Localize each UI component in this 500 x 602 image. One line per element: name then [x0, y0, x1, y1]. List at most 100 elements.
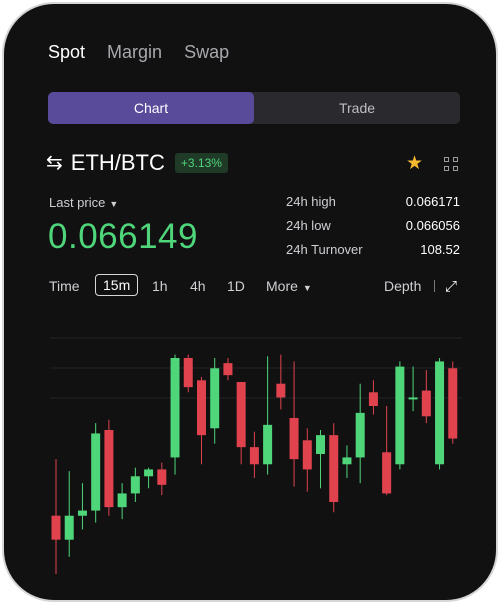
candle: [355, 383, 365, 484]
candle-body: [249, 447, 259, 465]
candle-body: [196, 380, 206, 436]
candle: [183, 354, 193, 393]
candle-body: [355, 412, 365, 458]
candle-body: [263, 424, 273, 465]
candle: [448, 361, 458, 444]
chart-toggle-button[interactable]: Chart: [48, 92, 254, 124]
stat-value: 0.066056: [405, 218, 460, 233]
candle-body: [302, 440, 312, 470]
star-icon[interactable]: ★: [406, 153, 424, 174]
tab-swap[interactable]: Swap: [184, 42, 230, 62]
candle: [91, 423, 101, 523]
candle: [395, 361, 405, 470]
candle: [276, 354, 286, 410]
candle-body: [289, 418, 299, 460]
stat-value: 0.066171: [405, 194, 460, 209]
candle: [263, 356, 273, 475]
caret-down-icon: ▼: [302, 283, 312, 293]
expand-icon[interactable]: ⤢: [445, 278, 458, 295]
candle: [210, 358, 220, 444]
trading-screen: Spot Margin Swap Chart Trade ⇆ ETH/BTC +…: [4, 4, 496, 600]
more-dropdown[interactable]: More ▼: [266, 278, 312, 294]
stat-label: 24h high: [286, 194, 336, 209]
candle-body: [435, 361, 445, 465]
candle-body: [51, 515, 61, 540]
candle-body: [223, 363, 233, 376]
stat-row: 24h high 0.066171: [286, 194, 460, 218]
timeframe-1h[interactable]: 1h: [152, 278, 168, 294]
timeframe-bar: Time 15m 1h 4h 1D More ▼ Depth ⤢: [49, 274, 464, 298]
candle: [64, 471, 74, 557]
candle: [196, 376, 206, 465]
stat-label: 24h Turnover: [286, 242, 363, 257]
candle-body: [368, 392, 378, 406]
last-price-value: 0.066149: [48, 217, 198, 256]
candle: [130, 467, 140, 502]
trade-toggle-button[interactable]: Trade: [338, 100, 376, 116]
last-price-dropdown[interactable]: Last price ▼: [49, 195, 118, 210]
candle-body: [77, 510, 87, 516]
stat-row: 24h low 0.066056: [286, 218, 460, 242]
candle-body: [210, 368, 220, 429]
candle-body: [329, 435, 339, 502]
tab-spot[interactable]: Spot: [48, 42, 86, 62]
candle: [77, 483, 87, 530]
candle: [51, 459, 61, 574]
candle-body: [448, 368, 458, 439]
candle: [144, 467, 154, 489]
swap-arrows-icon[interactable]: ⇆: [46, 152, 63, 174]
grid-icon[interactable]: [444, 157, 460, 173]
candle-body: [408, 397, 418, 400]
candle: [223, 358, 233, 381]
candle: [329, 423, 339, 513]
depth-tab[interactable]: Depth: [384, 278, 422, 294]
candle-body: [104, 430, 114, 508]
timeframe-15m[interactable]: 15m: [95, 274, 139, 296]
candle: [368, 380, 378, 415]
candle-body: [157, 469, 167, 485]
candle-body: [64, 515, 74, 540]
stat-label: 24h low: [286, 218, 331, 233]
stat-value: 108.52: [420, 242, 460, 257]
chart-trade-toggle: Chart Trade: [48, 92, 460, 124]
candle: [342, 445, 352, 478]
tab-margin[interactable]: Margin: [107, 42, 163, 62]
candle-body: [144, 469, 154, 477]
more-label: More: [266, 278, 298, 294]
candlestick-chart[interactable]: [44, 324, 464, 574]
timeframe-4h[interactable]: 4h: [190, 278, 206, 294]
candle-body: [316, 435, 326, 454]
candle-body: [276, 383, 286, 398]
stat-row: 24h Turnover 108.52: [286, 242, 460, 266]
candle: [421, 370, 431, 424]
candle-body: [183, 358, 193, 388]
candle: [236, 382, 246, 465]
time-option[interactable]: Time: [49, 278, 80, 294]
candle-body: [382, 452, 392, 494]
candle: [435, 358, 445, 470]
candle-body: [342, 457, 352, 465]
candle-body: [117, 493, 127, 508]
candle-body: [170, 358, 180, 458]
timeframe-1d[interactable]: 1D: [227, 278, 245, 294]
divider: [434, 280, 435, 292]
candle: [117, 483, 127, 520]
candle: [249, 431, 259, 478]
candle: [408, 366, 418, 412]
last-price-label: Last price: [49, 195, 106, 210]
candle: [302, 428, 312, 492]
caret-down-icon: ▼: [109, 199, 119, 209]
pair-header[interactable]: ⇆ ETH/BTC +3.13%: [46, 150, 228, 176]
pair-symbol: ETH/BTC: [70, 150, 165, 175]
candle: [170, 354, 180, 475]
candle-body: [236, 382, 246, 448]
candle: [289, 361, 299, 487]
candle: [104, 419, 114, 516]
price-change-badge: +3.13%: [174, 153, 228, 173]
candle-body: [421, 390, 431, 417]
candle: [316, 430, 326, 489]
candle-body: [395, 366, 405, 465]
candle-body: [91, 433, 101, 511]
stats-panel: 24h high 0.066171 24h low 0.066056 24h T…: [286, 194, 460, 266]
